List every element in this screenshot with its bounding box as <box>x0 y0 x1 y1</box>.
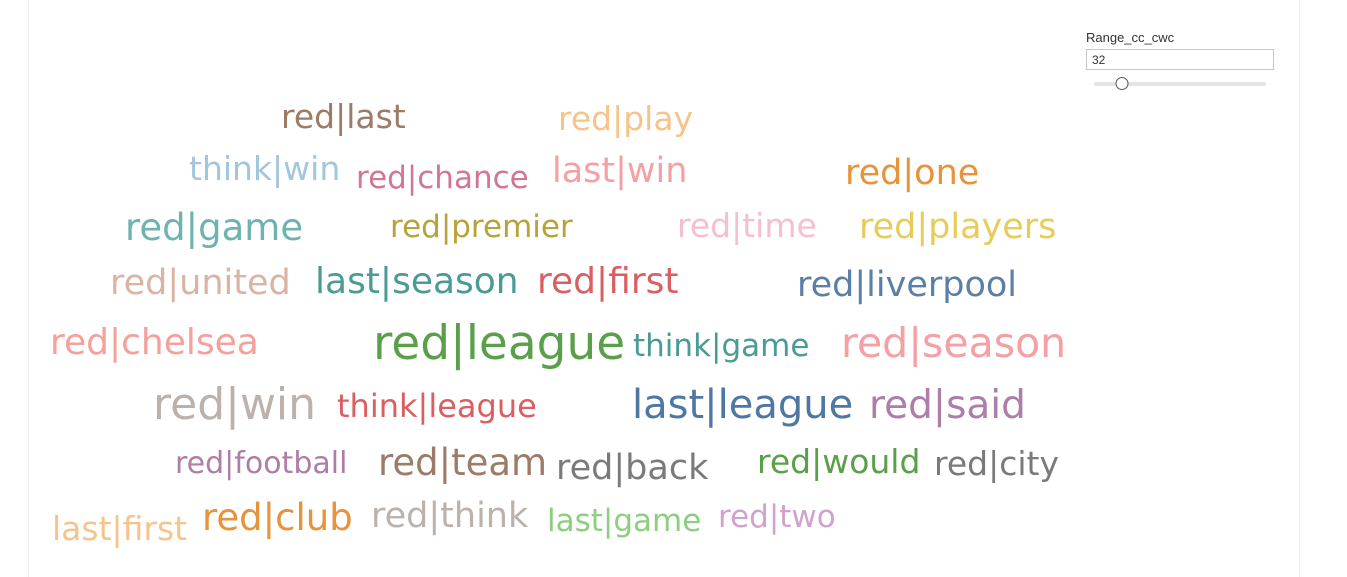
word-red-back[interactable]: red|back <box>556 448 709 488</box>
word-red-city[interactable]: red|city <box>934 444 1059 483</box>
word-red-season[interactable]: red|season <box>841 319 1067 367</box>
word-red-first[interactable]: red|first <box>537 261 679 302</box>
word-red-play[interactable]: red|play <box>558 99 694 138</box>
slider-thumb[interactable] <box>1115 77 1129 90</box>
word-red-chelsea[interactable]: red|chelsea <box>50 322 259 363</box>
word-red-football[interactable]: red|football <box>175 446 348 481</box>
word-red-liverpool[interactable]: red|liverpool <box>797 265 1018 305</box>
word-red-premier[interactable]: red|premier <box>390 209 573 245</box>
word-last-game[interactable]: last|game <box>547 503 702 539</box>
word-red-one[interactable]: red|one <box>845 153 980 193</box>
word-think-game[interactable]: think|game <box>633 328 810 364</box>
word-red-time[interactable]: red|time <box>677 206 817 245</box>
parameter-value-input[interactable] <box>1086 49 1274 70</box>
range-parameter-control: Range_cc_cwc <box>1086 30 1276 91</box>
word-red-united[interactable]: red|united <box>110 263 291 303</box>
parameter-slider[interactable] <box>1094 77 1266 91</box>
word-red-league[interactable]: red|league <box>373 316 626 371</box>
word-red-last[interactable]: red|last <box>281 97 406 136</box>
word-red-players[interactable]: red|players <box>859 207 1057 247</box>
word-last-first[interactable]: last|first <box>52 509 188 548</box>
word-red-chance[interactable]: red|chance <box>356 160 529 196</box>
word-red-think[interactable]: red|think <box>371 496 529 536</box>
word-think-win[interactable]: think|win <box>189 149 341 188</box>
word-red-two[interactable]: red|two <box>718 499 836 535</box>
parameter-title: Range_cc_cwc <box>1086 30 1175 45</box>
word-think-league[interactable]: think|league <box>337 387 537 425</box>
word-red-would[interactable]: red|would <box>757 442 921 481</box>
word-last-season[interactable]: last|season <box>315 261 519 302</box>
word-red-game[interactable]: red|game <box>125 206 304 249</box>
word-red-club[interactable]: red|club <box>202 496 353 539</box>
slider-track[interactable] <box>1094 82 1266 86</box>
word-last-win[interactable]: last|win <box>552 151 688 191</box>
worksheet-canvas <box>28 0 1300 577</box>
word-red-win[interactable]: red|win <box>153 379 317 430</box>
word-red-team[interactable]: red|team <box>378 441 548 484</box>
word-red-said[interactable]: red|said <box>869 383 1026 428</box>
word-last-league[interactable]: last|league <box>632 382 854 428</box>
